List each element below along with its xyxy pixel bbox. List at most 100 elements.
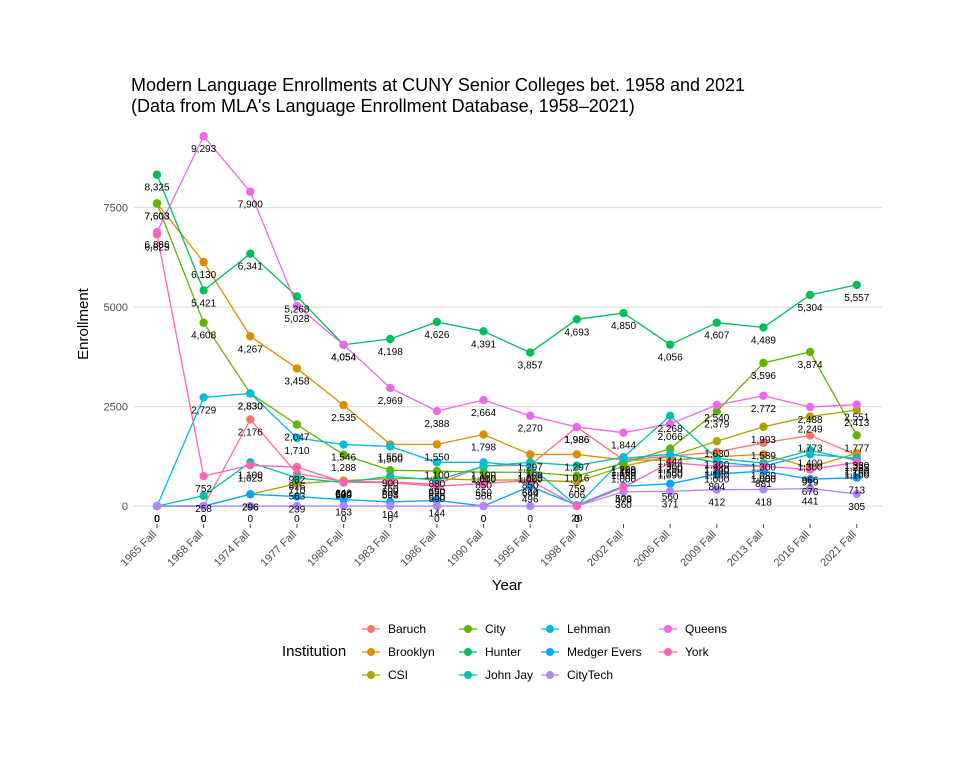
legend-label-john-jay: John Jay (485, 668, 533, 682)
point-lehman (199, 393, 208, 402)
point-john-jay (199, 491, 208, 501)
data-label-baruch: 604 (382, 490, 399, 501)
data-label-brooklyn: 1,330 (844, 461, 869, 472)
data-label-city: 3,596 (751, 371, 776, 382)
point-medger-evers (805, 474, 815, 484)
series-line-queens (156, 135, 857, 434)
point-hunter (479, 327, 488, 336)
data-points (152, 132, 861, 511)
series-line-city (156, 203, 858, 477)
point-york (292, 462, 302, 472)
data-label-citytech: 418 (755, 497, 772, 508)
point-hunter (759, 323, 768, 332)
y-axis-title: Enrollment (75, 287, 92, 360)
data-label-city: 880 (429, 479, 446, 490)
data-label-baruch: 2,176 (238, 427, 263, 438)
point-queens (805, 402, 815, 412)
data-label-city: 7,603 (144, 211, 169, 222)
x-axis-title: Year (492, 577, 522, 594)
point-york (665, 458, 675, 467)
data-label-medger-evers: 0 (154, 514, 160, 525)
legend-key-point (664, 648, 672, 656)
data-label-city: 1,288 (331, 463, 356, 474)
point-john-jay (665, 411, 675, 421)
data-label-medger-evers: 676 (802, 487, 819, 498)
point-hunter (432, 317, 442, 327)
data-label-york: 752 (195, 484, 212, 495)
data-label-hunter: 5,421 (191, 298, 216, 309)
legend-label-citytech: CityTech (567, 668, 613, 682)
legend-label-york: York (685, 645, 710, 659)
data-label-city: 3,874 (798, 360, 823, 371)
point-york (526, 476, 535, 485)
point-queens (199, 132, 208, 141)
point-hunter (852, 280, 861, 290)
data-label-csi: 1,250 (658, 464, 683, 475)
point-lehman (386, 442, 395, 451)
data-label-city: 1,777 (844, 443, 869, 454)
data-label-brooklyn: 1,300 (751, 462, 776, 473)
data-label-baruch: 1,589 (751, 451, 776, 462)
data-label-city: 850 (522, 480, 539, 491)
point-york (432, 481, 442, 491)
point-city (432, 466, 442, 476)
point-baruch (759, 438, 768, 448)
point-brooklyn (572, 450, 582, 459)
data-label-baruch: 0 (154, 514, 160, 525)
legend-label-brooklyn: Brooklyn (388, 645, 435, 659)
data-label-queens: 6,886 (144, 240, 169, 251)
data-label-york: 600 (335, 490, 352, 501)
data-label-city: 850 (475, 480, 492, 491)
data-label-hunter: 8,325 (144, 183, 169, 194)
data-label-john-jay: 710 (289, 486, 306, 497)
data-label-brooklyn: 1,550 (378, 452, 403, 463)
data-label-hunter: 5,268 (284, 304, 309, 315)
legend-item-hunter: Hunter (459, 645, 521, 659)
x-tick-label: 1998 Fall (538, 529, 578, 569)
point-york (805, 465, 815, 474)
x-tick-label: 2006 Fall (632, 529, 672, 569)
point-csi (292, 479, 302, 488)
data-label-csi: 2,249 (798, 425, 823, 436)
point-lehman (246, 389, 255, 398)
data-label-queens: 2,066 (658, 432, 683, 443)
legend-label-hunter: Hunter (485, 645, 521, 659)
point-john-jay (386, 472, 395, 481)
data-label-baruch: 1,010 (471, 474, 496, 485)
series-line-york (156, 234, 857, 507)
point-lehman (526, 462, 535, 471)
point-york (712, 462, 721, 471)
point-york (386, 478, 395, 487)
point-john-jay (572, 461, 582, 470)
data-label-csi: 650 (475, 488, 492, 499)
point-city (572, 471, 582, 481)
point-lehman (479, 458, 488, 467)
point-john-jay (432, 476, 442, 485)
data-label-medger-evers: 881 (755, 479, 772, 490)
data-label-john-jay: 1,200 (704, 466, 729, 477)
data-label-lehman: 1,546 (331, 453, 356, 464)
point-brooklyn (526, 450, 535, 459)
data-label-csi: 296 (242, 502, 259, 513)
data-label-lehman: 1,100 (704, 470, 729, 481)
data-label-city: 2,379 (704, 419, 729, 430)
point-hunter (386, 334, 395, 344)
data-label-medger-evers: 496 (522, 494, 539, 505)
point-citytech (199, 501, 208, 511)
point-queens (479, 395, 488, 405)
data-label-lehman: 1,100 (471, 470, 496, 481)
legend-label-medger-evers: Medger Evers (567, 645, 642, 659)
data-label-hunter: 4,626 (424, 330, 449, 341)
data-label-hunter: 4,489 (751, 335, 776, 346)
legend-key-point (664, 625, 672, 633)
data-label-york: 982 (289, 475, 306, 486)
data-label-hunter: 5,557 (844, 293, 869, 304)
point-hunter (292, 292, 302, 301)
data-label-queens: 2,388 (424, 419, 449, 430)
legend-item-citytech: CityTech (541, 668, 613, 682)
point-medger-evers (339, 495, 348, 504)
data-label-hunter: 5,304 (798, 303, 823, 314)
point-hunter (199, 286, 208, 295)
y-axis-ticks: 0 2500 5000 7500 (104, 203, 128, 513)
data-label-queens: 7,900 (238, 200, 263, 211)
